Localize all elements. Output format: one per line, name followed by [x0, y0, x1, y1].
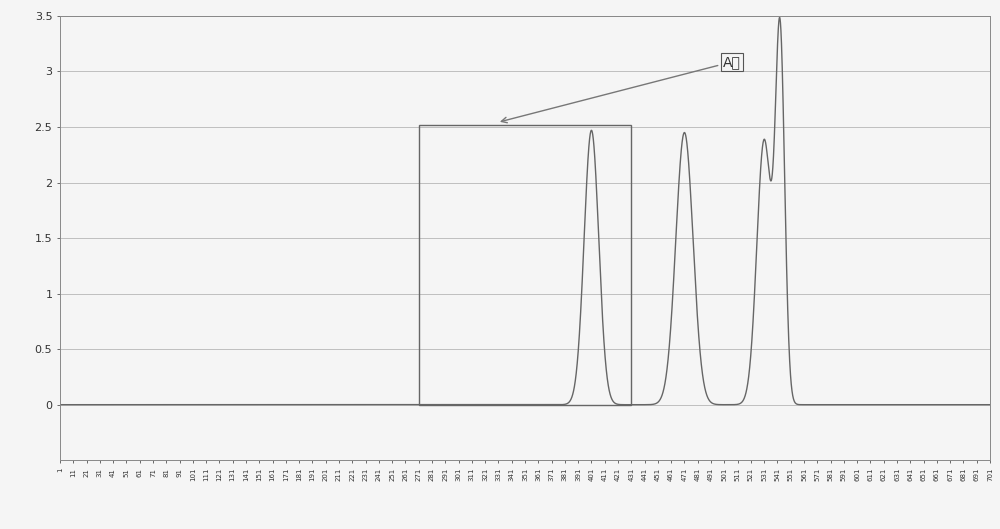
Bar [419, 125, 631, 405]
Text: A区: A区 [501, 55, 741, 123]
